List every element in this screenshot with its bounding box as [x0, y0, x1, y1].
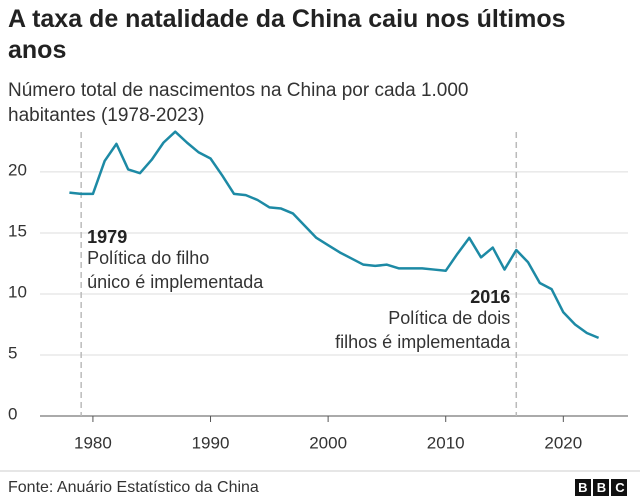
logo: BBC [575, 479, 634, 496]
chart-title: A taxa de natalidade da China caiu nos ú… [8, 5, 566, 64]
annotation-text: filhos é implementada [335, 332, 511, 352]
logo-box [611, 479, 627, 496]
x-tick-label: 2020 [544, 433, 582, 452]
x-tick-label: 1990 [192, 433, 230, 452]
logo-box [593, 479, 609, 496]
y-tick-label: 10 [8, 282, 27, 301]
data-line [69, 130, 600, 340]
chart-subtitle: Número total de nascimentos na China por… [8, 80, 469, 126]
annotation-text: Política do filho [87, 248, 209, 268]
x-tick-label: 2000 [309, 433, 347, 452]
annotation-year: 1979 [87, 227, 127, 247]
y-tick-label: 0 [8, 404, 17, 423]
y-tick-label: 20 [8, 160, 27, 179]
x-tick-label: 1980 [74, 433, 112, 452]
y-tick-label: 15 [8, 221, 27, 240]
annotation-text: Política de dois [388, 308, 510, 328]
annotation-text: único é implementada [87, 272, 264, 292]
x-tick-label: 2010 [427, 433, 465, 452]
source: Fonte: Anuário Estatístico da China [8, 479, 259, 496]
logo-box [575, 479, 591, 496]
logo-text: BBC [578, 480, 634, 495]
annotation-year: 2016 [470, 287, 510, 307]
y-tick-label: 5 [8, 343, 17, 362]
